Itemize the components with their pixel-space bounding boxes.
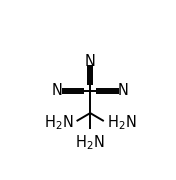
Text: H$_2$N: H$_2$N [44, 114, 73, 132]
Text: N: N [118, 83, 129, 98]
Text: H$_2$N: H$_2$N [107, 114, 137, 132]
Text: N: N [52, 83, 63, 98]
Text: N: N [85, 54, 96, 69]
Text: H$_2$N: H$_2$N [76, 133, 105, 152]
